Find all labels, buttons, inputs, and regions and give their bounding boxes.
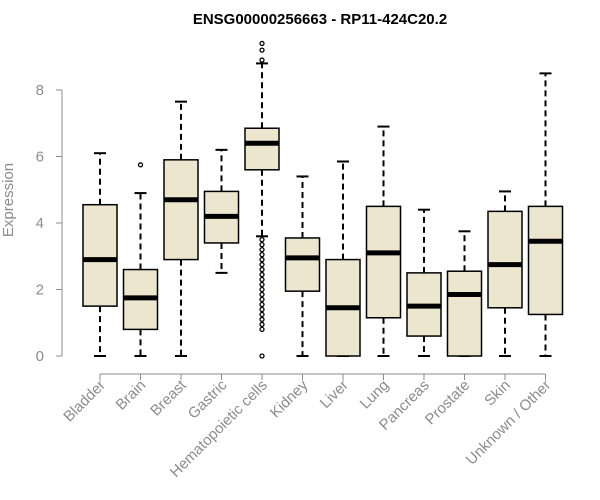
x-tick-label: Liver [317,377,352,412]
outlier-point [259,246,265,253]
x-tick-label: Lung [357,377,393,413]
y-axis-label: Expression [0,163,17,237]
iqr-box [244,127,280,171]
outlier-point [259,321,265,328]
outlier-point [259,326,265,333]
box-lung [365,125,402,357]
boxes [82,40,564,359]
outlier-point [259,286,265,293]
outlier-point [259,40,265,47]
box-bladder [82,152,118,357]
iqr-box [365,205,402,319]
y-tick-label: 2 [36,282,44,299]
outlier-point [259,251,265,258]
outlier-point [259,291,265,298]
outlier-point [259,276,265,283]
outlier-point [259,281,265,288]
x-tick-label: Kidney [267,376,312,421]
box-prostate [446,230,483,357]
x-tick-label: Skin [481,377,514,410]
outlier-point [259,256,265,263]
outlier-point [259,306,265,313]
box-brain [122,162,159,357]
iqr-box [487,210,523,309]
outlier-point [259,271,265,278]
iqr-box [82,203,118,307]
box-liver [325,160,361,357]
box-breast [163,100,199,357]
iqr-box [527,205,564,316]
outlier-point [259,57,265,63]
box-gastric [203,148,240,274]
outlier-point [259,241,265,248]
iqr-box [284,237,321,292]
box-kidney [284,175,321,357]
box-hematopoietic-cells [244,40,280,359]
x-tick-label: Prostate [422,377,474,429]
x-tick-label: Breast [147,376,190,419]
y-tick-label: 0 [36,348,44,365]
iqr-box [163,159,199,261]
axes: 0 2 4 6 8 [36,82,546,380]
outlier-point [259,266,265,273]
outlier-point [259,296,265,303]
iqr-box [446,270,483,357]
outlier-point [259,236,265,243]
outlier-point [259,47,265,53]
outlier-point [259,261,265,268]
box-skin [487,190,523,357]
x-tick-label: Brain [113,377,150,414]
y-tick-label: 6 [36,149,44,166]
outlier-point [259,301,265,308]
outlier-point [259,316,265,323]
x-tick-label: Bladder [60,377,109,426]
outlier-point [259,353,265,359]
y-tick-label: 8 [36,82,44,99]
outlier-point [259,311,265,318]
box-pancreas [406,208,442,357]
box-unknown-other [527,72,564,357]
chart-title: ENSG00000256663 - RP11-424C20.2 [193,11,447,28]
y-tick-label: 4 [36,215,44,232]
outlier-point [137,162,144,168]
